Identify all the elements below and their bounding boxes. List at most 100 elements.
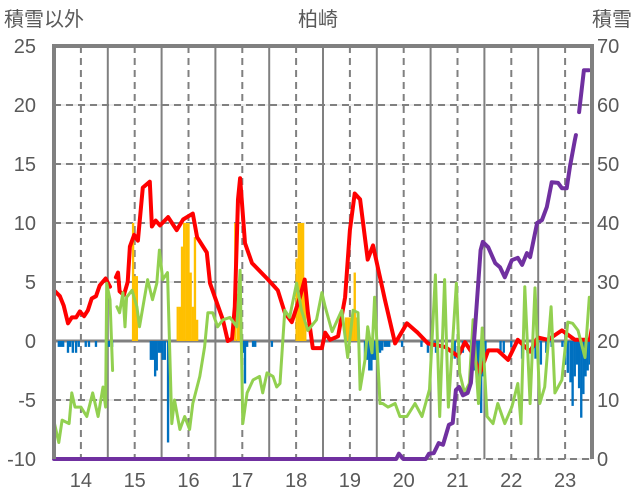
orange-bar (133, 276, 136, 341)
blue-bar (400, 341, 404, 347)
orange-bar (195, 319, 199, 341)
orange-bar (351, 317, 354, 341)
blue-bar (87, 341, 91, 347)
blue-bar (71, 341, 75, 353)
blue-bar (502, 341, 505, 353)
x-tick-label: 17 (231, 470, 253, 492)
y-left-tick-label: 0 (25, 331, 36, 353)
blue-bar (155, 341, 158, 371)
blue-bar (539, 341, 543, 365)
blue-bar (381, 341, 384, 351)
orange-bar (295, 258, 298, 341)
blue-bar (569, 341, 572, 383)
orange-bar (180, 246, 184, 341)
x-tick-label: 23 (554, 470, 576, 492)
blue-bar (573, 341, 576, 377)
blue-bar (157, 341, 161, 353)
orange-bar (176, 306, 179, 341)
blue-bar (575, 341, 579, 365)
blue-bar (159, 341, 163, 353)
y-left-axis-label: 積雪以外 (4, 7, 84, 31)
orange-bar (131, 223, 135, 341)
blue-bar (588, 341, 592, 365)
blue-bar (243, 341, 247, 384)
y-left-tick-label: 15 (14, 154, 36, 176)
blue-bar (561, 341, 564, 347)
orange-bar (185, 223, 188, 341)
orange-bar (347, 317, 350, 341)
orange-bar (187, 223, 190, 341)
blue-bar (582, 341, 585, 395)
blue-bar (383, 341, 387, 347)
bars (57, 223, 592, 443)
blue-bar (270, 341, 274, 347)
blue-bar (566, 341, 569, 373)
y-left-tick-label: 20 (14, 95, 36, 117)
y-right-tick-label: 20 (597, 331, 619, 353)
blue-bar (68, 341, 72, 347)
y-right-tick-label: 60 (597, 95, 619, 117)
x-tick-label: 20 (393, 470, 415, 492)
blue-bar (163, 341, 167, 360)
blue-bar (57, 341, 61, 347)
blue-bar (545, 341, 548, 353)
blue-bar (378, 341, 382, 353)
blue-bar (94, 341, 98, 347)
y-right-tick-label: 10 (597, 390, 619, 412)
blue-bar (166, 341, 170, 443)
orange-bar (355, 317, 359, 341)
x-tick-label: 18 (285, 470, 307, 492)
blue-bar (580, 341, 583, 418)
blue-bar (453, 341, 456, 359)
orange-bar (178, 306, 182, 341)
y-right-axis-label: 積雪 (592, 7, 632, 31)
x-tick-label: 21 (446, 470, 468, 492)
blue-bar (153, 341, 157, 377)
purple-line (52, 68, 591, 461)
blue-bar (374, 341, 377, 360)
x-tick-label: 15 (124, 470, 146, 492)
orange-bar (189, 272, 192, 341)
tick-labels: -10 -5 0 5 10 15 20 25 0 10 20 30 40 50 60 70 14 15 16 17 18… (7, 36, 619, 492)
x-tick-label: 22 (500, 470, 522, 492)
orange-bar (299, 223, 303, 341)
lines (52, 68, 594, 461)
blue-bar (534, 341, 537, 359)
orange-bar (191, 306, 194, 341)
y-right-tick-label: 70 (597, 36, 619, 58)
blue-bar (577, 341, 581, 389)
y-left-tick-label: 5 (25, 272, 36, 294)
blue-bar (420, 341, 423, 347)
orange-bar (353, 272, 356, 341)
x-tick-label: 16 (177, 470, 199, 492)
blue-bar (571, 341, 574, 406)
blue-bar (426, 341, 430, 353)
blue-bar (254, 341, 257, 347)
orange-bar (297, 223, 300, 341)
y-left-tick-label: 25 (14, 36, 36, 58)
y-right-tick-label: 30 (597, 272, 619, 294)
plot-border (52, 44, 594, 459)
blue-bar (499, 341, 502, 353)
blue-bar (586, 341, 589, 371)
blue-bar (370, 341, 373, 371)
blue-bar (77, 341, 80, 347)
x-tick-label: 19 (339, 470, 361, 492)
y-right-tick-label: 0 (597, 449, 608, 471)
y-left-tick-label: -10 (7, 449, 36, 471)
orange-bar (344, 317, 348, 341)
blue-bar (59, 341, 63, 347)
blue-bar (385, 341, 389, 347)
orange-bar (183, 223, 186, 341)
blue-bar (161, 341, 164, 360)
chart-title: 柏崎 (298, 7, 338, 31)
blue-bar (107, 341, 111, 347)
grid (54, 45, 592, 460)
orange-bar (304, 283, 307, 341)
y-right-tick-label: 50 (597, 154, 619, 176)
green-line (53, 248, 591, 444)
x-tick-label: 14 (70, 470, 92, 492)
y-left-tick-label: 10 (14, 213, 36, 235)
blue-bar (510, 341, 513, 347)
